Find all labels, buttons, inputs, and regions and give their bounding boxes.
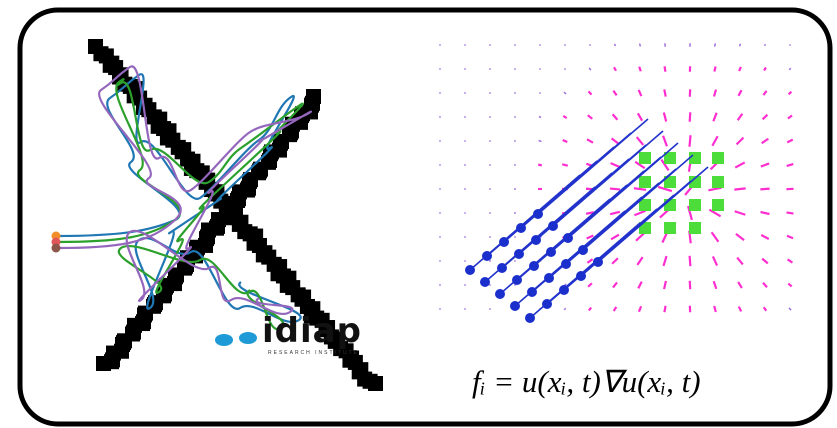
field-arrow: [539, 140, 542, 141]
field-arrow: [489, 309, 490, 310]
field-arrow: [489, 285, 490, 286]
agent: [559, 285, 569, 295]
field-arrow: [439, 309, 440, 310]
field-arrow: [539, 69, 540, 70]
field-arrow: [765, 44, 766, 46]
agent: [495, 289, 505, 299]
field-arrow: [514, 261, 515, 262]
field-arrow: [489, 93, 490, 94]
agent: [529, 261, 539, 271]
logo-drop: [239, 332, 257, 344]
field-arrow: [690, 256, 691, 266]
field-arrow: [464, 93, 465, 94]
target: [712, 176, 724, 188]
field-arrow: [464, 285, 465, 286]
field-arrow: [790, 44, 791, 45]
field-arrow: [514, 45, 515, 46]
field-arrow: [734, 188, 745, 189]
agent: [563, 233, 573, 243]
agent: [533, 209, 543, 219]
field-arrow: [714, 66, 715, 71]
agent: [548, 221, 558, 231]
field-arrow: [464, 309, 465, 310]
field-arrow: [590, 44, 591, 45]
field-arrow: [439, 93, 440, 94]
agent: [561, 259, 571, 269]
field-arrow: [615, 44, 616, 46]
field-arrow: [464, 69, 465, 70]
agent: [465, 265, 475, 275]
field-arrow: [664, 306, 665, 312]
start-point: [52, 244, 61, 253]
field-arrow: [539, 116, 541, 117]
field-arrow: [489, 45, 490, 46]
agent: [544, 273, 554, 283]
agent: [482, 251, 492, 261]
field-arrow: [514, 69, 515, 70]
field-arrow: [539, 93, 540, 94]
field-arrow: [464, 117, 465, 118]
field-arrow: [489, 69, 490, 70]
field-arrow: [565, 44, 566, 45]
target: [664, 222, 676, 234]
field-arrow: [664, 89, 665, 96]
target: [639, 152, 651, 164]
field-arrow: [665, 66, 666, 71]
field-arrow: [640, 44, 641, 47]
field-arrow: [690, 112, 691, 121]
agent: [480, 277, 490, 287]
field-arrow: [489, 117, 490, 118]
field-arrow: [564, 68, 565, 69]
field-arrow: [464, 45, 465, 46]
field-arrow: [538, 165, 542, 166]
field-arrow: [760, 189, 769, 190]
logo-name: idiap: [262, 311, 362, 351]
page: {"formula": "f\u1d62 = u(x\u1d62, t)\u22…: [0, 0, 837, 428]
target: [689, 152, 701, 164]
field-arrow: [562, 164, 568, 165]
frame: [20, 10, 830, 424]
logo-drop: [215, 334, 233, 346]
figure: idiap RESEARCH INSTITUTE fᵢ = u(xᵢ, t)∇u…: [0, 0, 837, 428]
field-arrow: [786, 212, 793, 213]
field-arrow: [439, 285, 440, 286]
target: [712, 152, 724, 164]
agent: [512, 275, 522, 285]
agent: [546, 247, 556, 257]
field-arrow: [715, 43, 716, 46]
target: [639, 176, 651, 188]
agent: [531, 235, 541, 245]
agent: [497, 263, 507, 273]
field-arrow: [514, 93, 515, 94]
field-arrow: [714, 306, 716, 312]
formula: fᵢ = u(xᵢ, t)∇u(xᵢ, t): [472, 364, 701, 399]
agent: [527, 287, 537, 297]
target: [689, 222, 701, 234]
agent: [593, 257, 603, 267]
field-arrow: [539, 44, 540, 45]
field-arrow: [689, 135, 690, 146]
agent: [542, 299, 552, 309]
field-arrow: [514, 117, 515, 118]
agent: [525, 313, 535, 323]
field-arrow: [439, 69, 440, 70]
pixel: [96, 356, 111, 371]
field-arrow: [740, 44, 741, 47]
agent: [499, 237, 509, 247]
agent: [576, 271, 586, 281]
agent: [578, 245, 588, 255]
field-arrow: [439, 45, 440, 46]
target: [712, 199, 724, 211]
pixel: [368, 376, 383, 391]
agent: [516, 223, 526, 233]
field-arrow: [639, 67, 641, 72]
agent: [514, 249, 524, 259]
target: [689, 199, 701, 211]
field-arrow: [610, 189, 620, 190]
agent: [510, 301, 520, 311]
logo-tagline: RESEARCH INSTITUTE: [268, 350, 359, 356]
